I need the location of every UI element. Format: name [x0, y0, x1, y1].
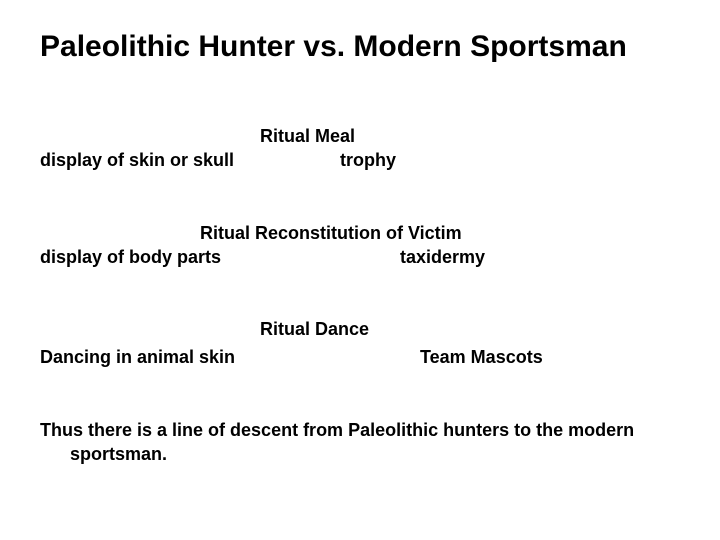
paleolithic-item: display of body parts: [40, 245, 400, 269]
paleolithic-item: Dancing in animal skin: [40, 345, 420, 369]
conclusion-text: Thus there is a line of descent from Pal…: [70, 418, 680, 467]
modern-item: taxidermy: [400, 245, 680, 269]
modern-item: trophy: [340, 148, 680, 172]
slide: Paleolithic Hunter vs. Modern Sportsman …: [0, 0, 720, 540]
section-heading: Ritual Meal: [40, 124, 680, 148]
section-heading: Ritual Dance: [40, 317, 680, 341]
section-ritual-reconstitution: Ritual Reconstitution of Victim display …: [40, 221, 680, 270]
paleolithic-item: display of skin or skull: [40, 148, 340, 172]
slide-title: Paleolithic Hunter vs. Modern Sportsman: [40, 30, 680, 64]
section-ritual-dance: Ritual Dance Dancing in animal skin Team…: [40, 317, 680, 370]
modern-item: Team Mascots: [420, 345, 680, 369]
section-ritual-meal: Ritual Meal display of skin or skull tro…: [40, 124, 680, 173]
section-heading: Ritual Reconstitution of Victim: [40, 221, 680, 245]
